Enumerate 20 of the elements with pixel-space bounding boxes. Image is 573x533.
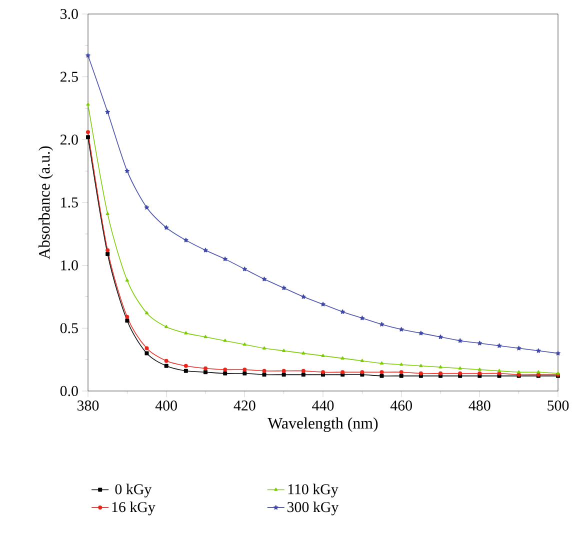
y-tick-label: 2.5 xyxy=(60,72,78,82)
x-tick-label: 500 xyxy=(548,400,569,411)
legend-label: 300 kGy xyxy=(288,502,339,516)
x-tick-label: 460 xyxy=(390,400,412,411)
x-tick-label: 440 xyxy=(312,400,334,411)
y-axis-title: Absorbance (a.u.) xyxy=(38,146,53,260)
legend-label: 110 kGy xyxy=(288,484,338,498)
y-tick-label: 1.0 xyxy=(61,260,78,270)
legend-label: 0 kGy xyxy=(115,484,152,498)
x-tick-label: 420 xyxy=(234,400,256,411)
y-tick-label: 2.0 xyxy=(60,134,78,145)
y-tick-label: 0.5 xyxy=(60,323,78,334)
x-axis-title: Wavelength (nm) xyxy=(268,417,378,432)
legend-label: 16 kGy xyxy=(112,502,156,516)
x-tick-label: 400 xyxy=(155,400,177,411)
y-tick-label: 1.5 xyxy=(61,197,78,208)
y-tick-label: 3.0 xyxy=(60,8,78,20)
y-tick-label: 0.0 xyxy=(60,386,78,396)
x-tick-label: 380 xyxy=(78,400,99,411)
x-tick-label: 480 xyxy=(468,400,490,411)
